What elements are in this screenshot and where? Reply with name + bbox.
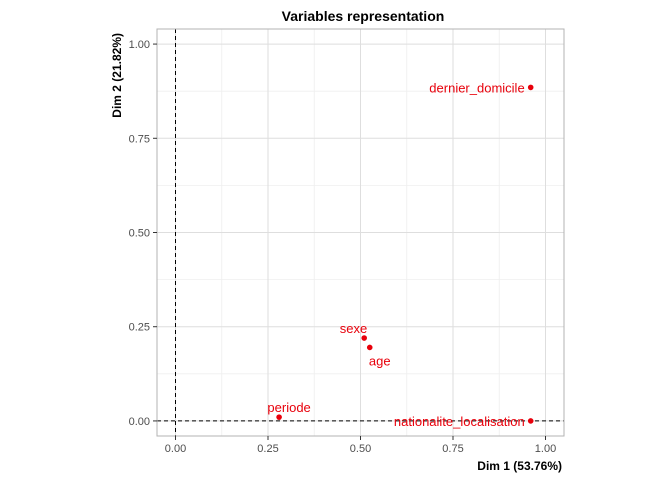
y-axis-title: Dim 2 (21.82%) (110, 33, 124, 118)
data-point-label-sexe: sexe (340, 321, 367, 336)
y-tick-label-0: 0.00 (129, 416, 150, 428)
x-axis-title: Dim 1 (53.76%) (477, 459, 562, 473)
data-point-sexe (361, 335, 368, 341)
x-tick-label-3: 0.75 (442, 443, 463, 455)
reference-lines (157, 29, 564, 436)
y-axis-ticks: 0.00 0.25 0.50 0.75 1.00 (129, 39, 157, 428)
x-tick-label-4: 1.00 (535, 443, 556, 455)
y-tick-label-1: 0.25 (129, 322, 150, 334)
x-tick-label-1: 0.25 (257, 443, 278, 455)
y-tick-label-3: 0.75 (129, 133, 150, 145)
x-axis-ticks: 0.00 0.25 0.50 0.75 1.00 (165, 436, 556, 455)
chart-title: Variables representation (282, 8, 445, 24)
data-point-nationalite_localisation (527, 418, 534, 424)
y-tick-label-4: 1.00 (129, 39, 150, 51)
data-point-label-periode: periode (267, 400, 310, 415)
data-point-periode (276, 414, 282, 420)
data-point-label-age: age (369, 353, 391, 368)
y-tick-label-2: 0.50 (129, 228, 150, 240)
data-point-label-nationalite_localisation: nationalite_localisation (394, 414, 525, 429)
x-tick-label-2: 0.50 (350, 443, 371, 455)
data-points (276, 84, 534, 424)
data-point-label-dernier_domicile: dernier_domicile (429, 80, 524, 95)
x-tick-label-0: 0.00 (165, 443, 186, 455)
data-point-age (366, 344, 373, 351)
data-point-dernier_domicile (527, 84, 534, 91)
